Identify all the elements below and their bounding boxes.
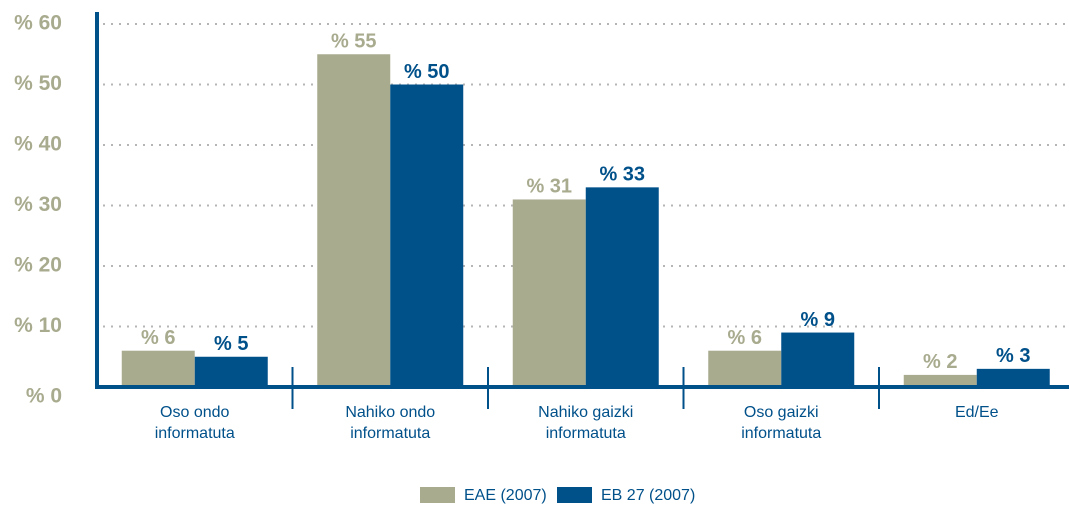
bar (317, 54, 391, 387)
y-tick-label: % 60 (14, 12, 62, 35)
bar (585, 187, 659, 387)
value-label: % 55 (331, 31, 377, 53)
value-label: % 31 (526, 176, 572, 198)
value-label: % 3 (996, 345, 1030, 367)
legend-label: EAE (2007) (464, 487, 547, 504)
x-tick-label: Nahiko ondo informatuta (345, 404, 436, 442)
y-tick-label: % 30 (14, 193, 62, 216)
value-label: % 33 (599, 164, 645, 186)
y-tick-label: % 40 (14, 133, 62, 156)
value-label: % 6 (141, 327, 175, 349)
value-label: % 5 (214, 333, 248, 355)
x-tick-label: Nahiko gaizki informatuta (538, 404, 634, 442)
bar (194, 356, 268, 387)
bar (121, 350, 195, 387)
x-tick-label: Ed/Ee (954, 404, 999, 421)
y-tick-label: % 20 (14, 254, 62, 277)
y-tick-label: % 0 (26, 385, 62, 408)
x-tick-label: Oso ondo informatuta (154, 404, 235, 442)
x-tick-label: Oso gaizki informatuta (741, 404, 822, 442)
legend-label: EB 27 (2007) (601, 487, 695, 504)
bar (781, 332, 855, 387)
value-label: % 6 (728, 327, 762, 349)
bar (903, 374, 977, 387)
bar (708, 350, 782, 387)
bar (976, 368, 1050, 387)
y-tick-label: % 10 (14, 314, 62, 337)
legend-swatch (557, 487, 592, 503)
value-label: % 2 (923, 351, 957, 373)
value-label: % 9 (801, 309, 835, 331)
y-tick-label: % 50 (14, 72, 62, 95)
legend-swatch (420, 487, 455, 503)
bar (512, 199, 586, 387)
bar (390, 84, 464, 387)
value-label: % 50 (404, 61, 450, 83)
